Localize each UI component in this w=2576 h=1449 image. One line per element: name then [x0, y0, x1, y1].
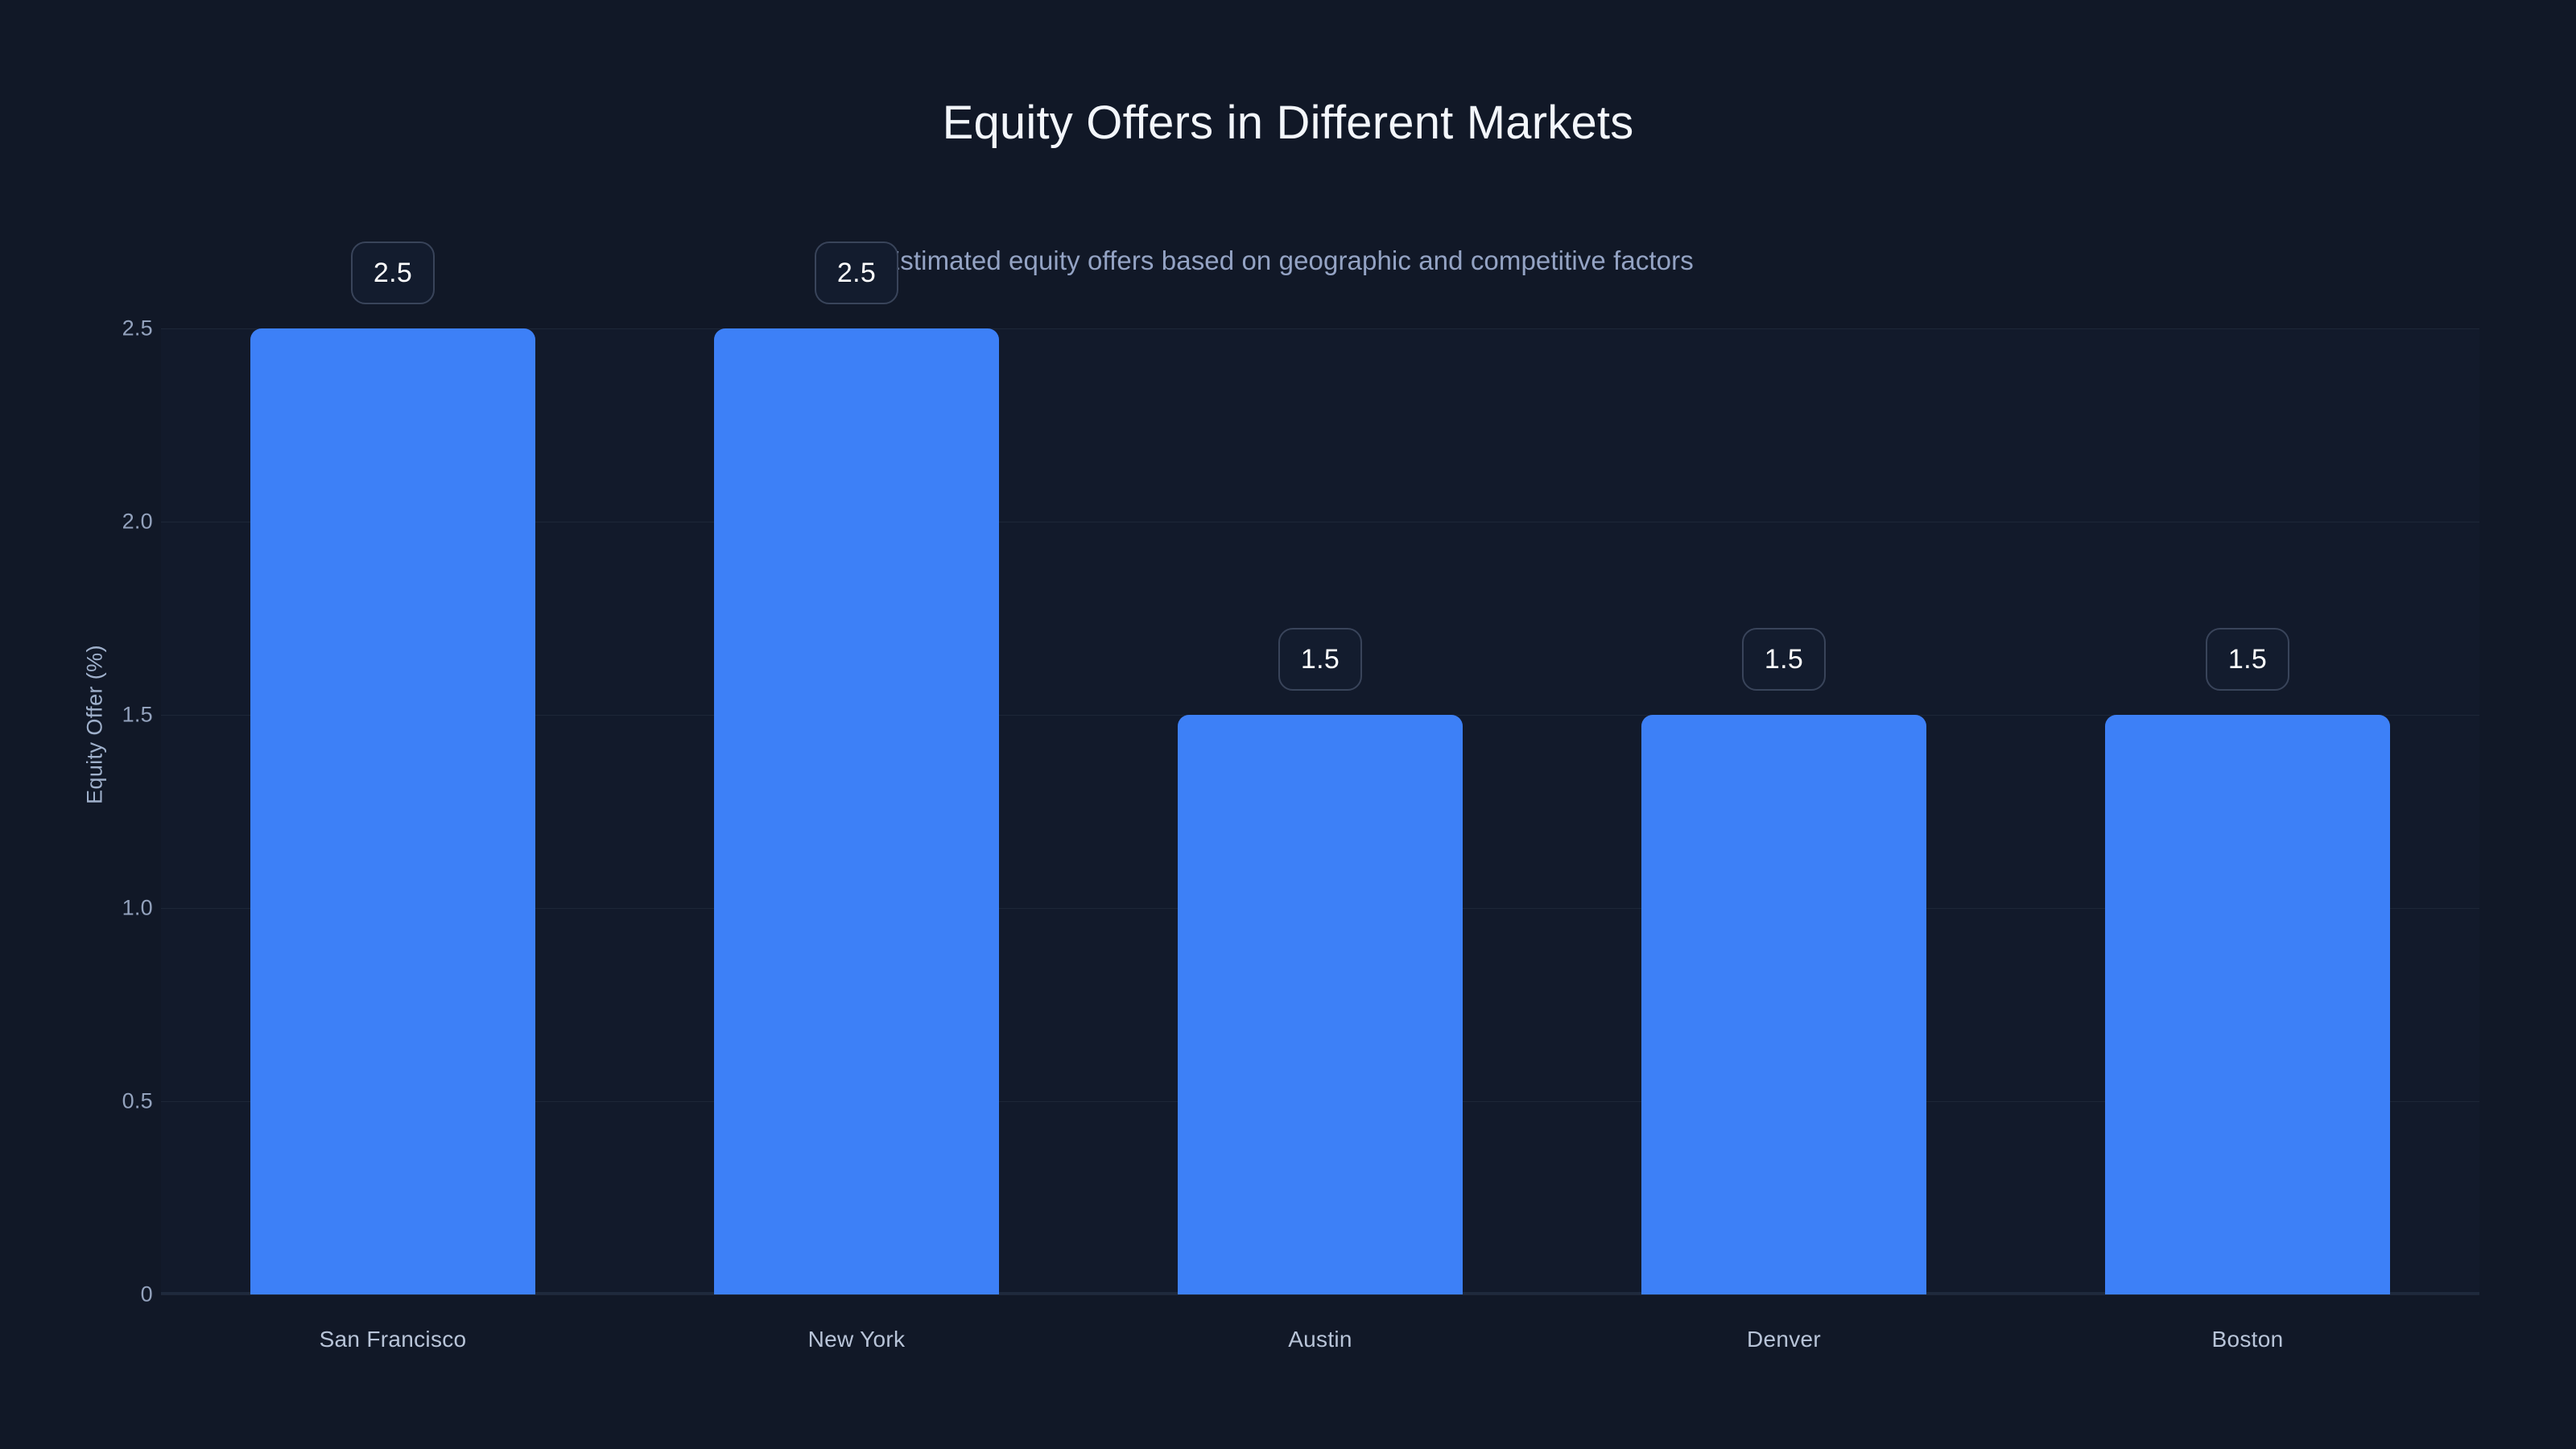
bar-value-badge: 1.5: [2206, 628, 2289, 691]
bar[interactable]: [2104, 715, 2391, 1294]
bar[interactable]: [250, 328, 536, 1294]
y-axis-tick-label: 0.5: [122, 1088, 153, 1113]
gridline: [161, 1294, 2479, 1295]
x-axis-tick-label: San Francisco: [319, 1327, 467, 1352]
bar-value-badge: 1.5: [1742, 628, 1826, 691]
bar-value-badge: 1.5: [1278, 628, 1362, 691]
chart-title: Equity Offers in Different Markets: [942, 97, 1634, 149]
x-axis-tick-label: Denver: [1746, 1327, 1822, 1352]
bar-slot: [2104, 328, 2391, 1294]
y-axis-tick-label: 2.5: [122, 316, 153, 341]
y-axis-tick-label: 1.0: [122, 895, 153, 920]
bar-value-badge: 2.5: [815, 242, 898, 304]
y-axis-tick-label: 0: [140, 1282, 153, 1307]
x-axis-tick-label: Austin: [1288, 1327, 1352, 1352]
bars-layer: [161, 328, 2479, 1294]
y-axis-tick-label: 2.0: [122, 509, 153, 534]
bar-slot: [250, 328, 536, 1294]
bar-slot: [713, 328, 1000, 1294]
bar-value-badge: 2.5: [351, 242, 435, 304]
bar[interactable]: [713, 328, 1000, 1294]
bar[interactable]: [1641, 715, 1927, 1294]
y-axis-tick-label: 1.5: [122, 702, 153, 727]
x-axis-tick-label: New York: [807, 1327, 906, 1352]
bar-slot: [1177, 328, 1463, 1294]
bar-slot: [1641, 328, 1927, 1294]
chart-subtitle: Estimated equity offers based on geograp…: [882, 246, 1694, 275]
gridline: [161, 328, 2479, 329]
x-axis-tick-label: Boston: [2211, 1327, 2284, 1352]
bar[interactable]: [1177, 715, 1463, 1294]
